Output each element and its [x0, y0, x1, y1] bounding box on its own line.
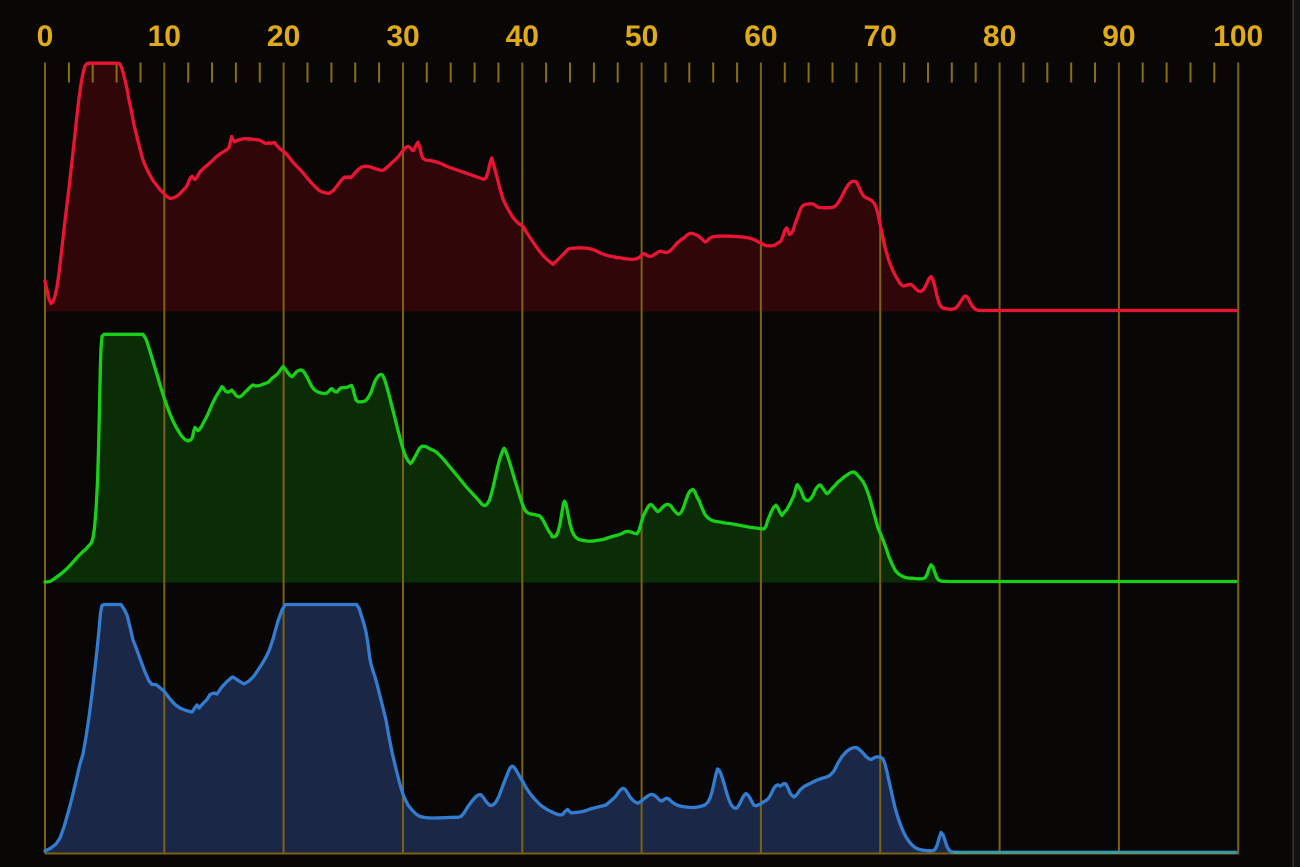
svg-text:50: 50: [625, 20, 658, 53]
svg-text:80: 80: [983, 20, 1016, 53]
svg-text:40: 40: [506, 20, 539, 53]
svg-text:30: 30: [386, 20, 419, 53]
svg-text:60: 60: [744, 20, 777, 53]
svg-text:10: 10: [148, 20, 181, 53]
svg-text:90: 90: [1102, 20, 1135, 53]
svg-text:20: 20: [267, 20, 300, 53]
svg-text:0: 0: [37, 20, 54, 53]
svg-text:70: 70: [864, 20, 897, 53]
svg-text:100: 100: [1213, 20, 1263, 53]
